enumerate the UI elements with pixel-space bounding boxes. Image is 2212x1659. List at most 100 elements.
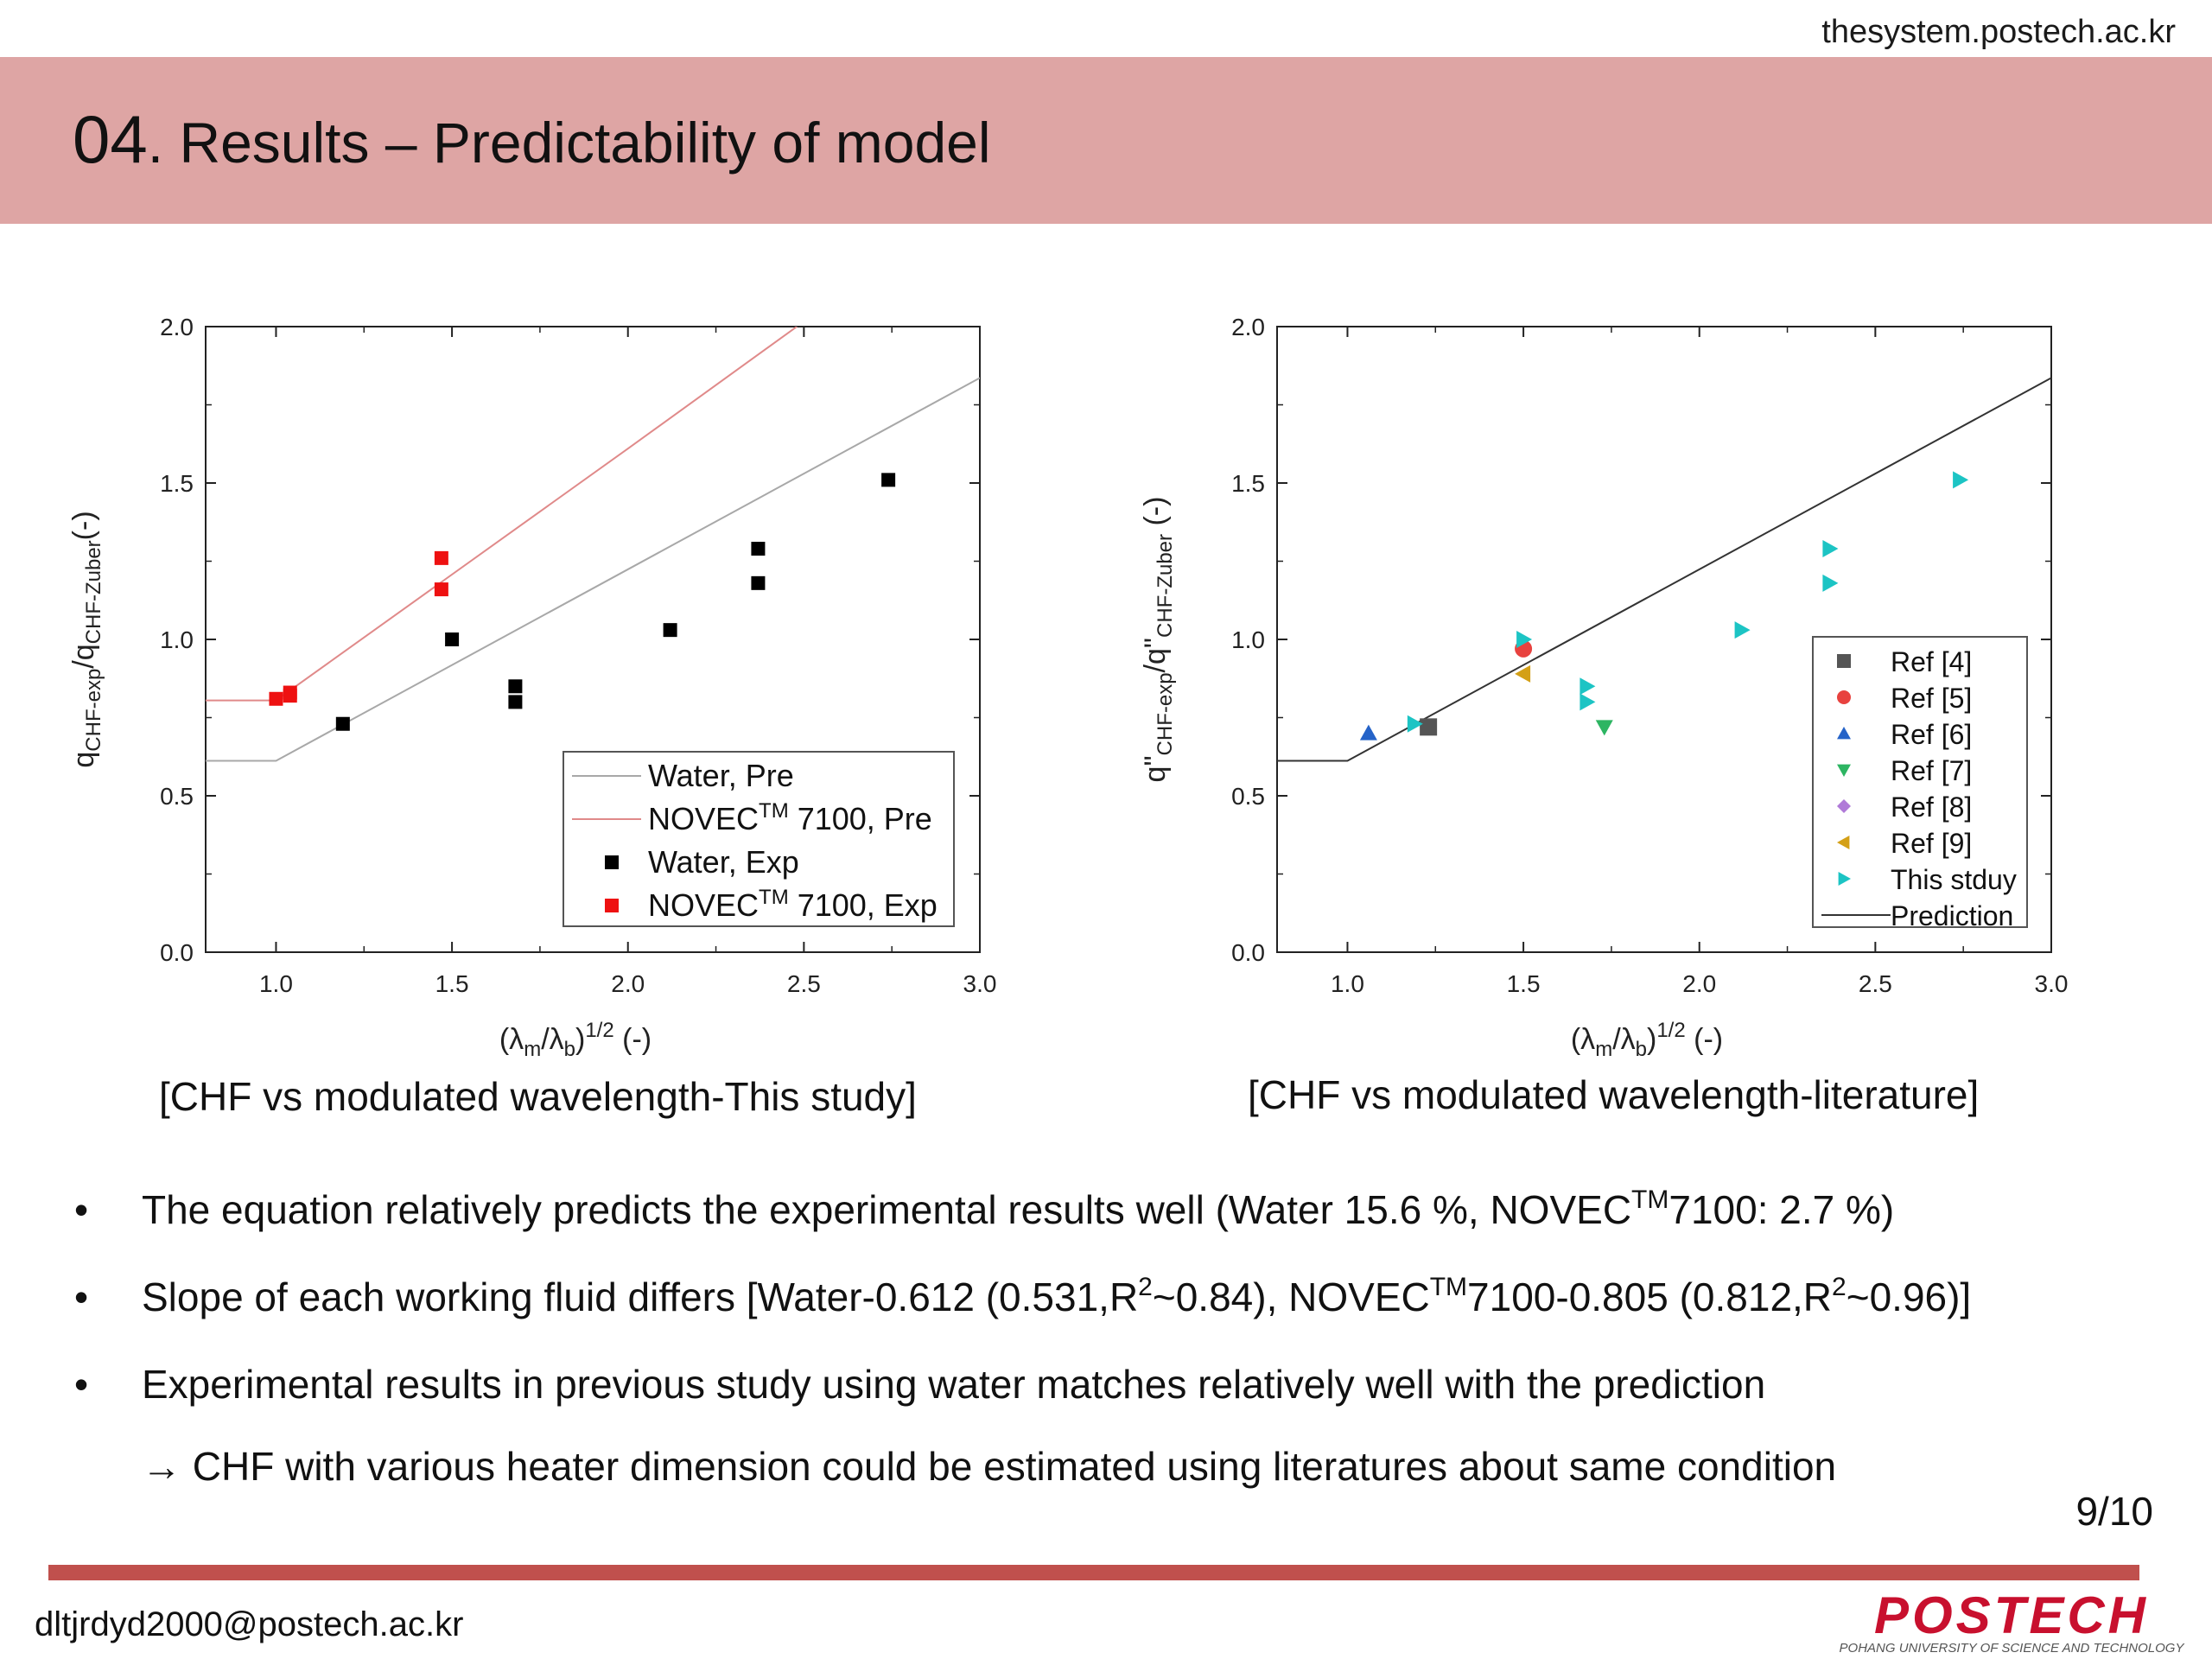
data-point <box>283 689 297 703</box>
x-axis-label-part: b <box>1636 1038 1647 1061</box>
y-axis-label-part: CHF-exp <box>82 669 105 752</box>
prediction-line <box>206 377 980 762</box>
x-axis-label: (λm/λb)1/2 (-) <box>499 1019 652 1061</box>
x-axis-label-part: (-) <box>614 1023 652 1056</box>
bullet-text: Slope of each working fluid differs [Wat… <box>142 1273 1972 1320</box>
logo-subtitle: POHANG UNIVERSITY OF SCIENCE AND TECHNOL… <box>1840 1641 2185 1655</box>
legend-marker-swatch <box>605 855 619 869</box>
y-axis-label-part: CHF-Zuber <box>82 540 105 644</box>
bullet-item-2: • Slope of each working fluid differs [W… <box>66 1273 2174 1360</box>
y-tick-label: 0.5 <box>160 783 194 810</box>
conclusion-line: → CHF with various heater dimension coul… <box>142 1443 1836 1490</box>
y-axis-label-part: q <box>67 752 100 768</box>
plot-area <box>1277 377 2051 762</box>
legend-label-part: 7100, Pre <box>789 801 932 836</box>
x-tick-label: 1.5 <box>1507 970 1541 997</box>
legend-marker-swatch <box>1838 872 1851 886</box>
data-point <box>881 473 896 487</box>
data-point <box>1580 693 1596 711</box>
title-banner <box>0 57 2212 224</box>
bullet-dot: • <box>74 1187 89 1232</box>
legend-label: Prediction <box>1891 900 2013 931</box>
data-point <box>269 691 283 706</box>
data-point <box>445 632 460 646</box>
x-tick-label: 3.0 <box>963 970 997 997</box>
legend: Ref [4] Ref [5] Ref [6] Ref [7] Ref [8] Ref [… <box>1812 636 2028 931</box>
y-axis-label-part: q" <box>1139 755 1172 782</box>
x-axis-label-part: ) <box>1647 1023 1656 1056</box>
y-axis-label-part: /q" <box>1139 638 1172 672</box>
x-tick-label: 3.0 <box>2035 970 2069 997</box>
data-point <box>1515 664 1531 683</box>
x-axis-label-part: /λ <box>541 1023 563 1056</box>
y-tick-label: 1.5 <box>1231 470 1265 497</box>
chart-literature: 1.0 1.5 2.0 2.5 3.0 0.0 0.5 1.0 1.5 2.0 (λm/λb)1/2… <box>1139 314 2069 1061</box>
legend-label-part: TM <box>759 886 789 909</box>
y-tick-label: 0.0 <box>160 939 194 966</box>
data-point <box>1822 540 1839 558</box>
x-axis-label-part: /λ <box>1612 1023 1635 1056</box>
legend-marker-swatch <box>1837 690 1851 704</box>
data-point <box>335 716 350 731</box>
legend-marker-swatch <box>1837 764 1851 777</box>
x-axis-label-part: 1/2 <box>1656 1019 1685 1042</box>
x-tick-label: 2.0 <box>1682 970 1716 997</box>
y-axis-label: q"CHF-exp/q"CHF-Zuber (-) <box>1139 497 1177 783</box>
data-point <box>1822 574 1839 592</box>
bullet-text: The equation relatively predicts the exp… <box>142 1185 1895 1233</box>
y-axis-label-part: (-) <box>1139 497 1172 534</box>
bullet-item-3: • Experimental results in previous study… <box>66 1360 2174 1447</box>
data-point <box>508 679 523 694</box>
legend-label: Water, Exp <box>648 844 799 880</box>
legend-label: This stduy <box>1891 864 2017 895</box>
data-point <box>434 582 448 597</box>
legend-label: Ref [4] <box>1891 646 1972 677</box>
legend-label-part: 7100, Exp <box>789 887 938 923</box>
legend-label: Ref [8] <box>1891 791 1972 823</box>
legend-label: Water, Pre <box>648 758 794 793</box>
x-axis-label-part: (λ <box>1571 1023 1595 1056</box>
caption-this-study: [CHF vs modulated wavelength-This study] <box>159 1074 917 1119</box>
x-axis-label-part: b <box>564 1038 575 1061</box>
y-tick-label: 1.0 <box>1231 626 1265 653</box>
caption-literature: [CHF vs modulated wavelength-literature] <box>1248 1072 1980 1117</box>
data-point <box>434 550 448 565</box>
data-point <box>1580 677 1596 696</box>
x-tick-label: 1.0 <box>1331 970 1364 997</box>
legend-label: Ref [7] <box>1891 755 1972 786</box>
section-title: . Results – Predictability of model <box>147 111 991 175</box>
legend-label-part: TM <box>759 799 789 823</box>
legend-label-part: NOVEC <box>648 887 759 923</box>
prediction-line <box>206 327 798 702</box>
site-url: thesystem.postech.ac.kr <box>1821 14 2176 50</box>
page-number: 9/10 <box>2075 1489 2153 1534</box>
x-tick-label: 1.5 <box>435 970 469 997</box>
bullet-list: • The equation relatively predicts the e… <box>66 1185 2174 1447</box>
bullet-dot: • <box>74 1362 89 1407</box>
legend-box <box>563 751 955 927</box>
y-tick-label: 2.0 <box>160 314 194 340</box>
x-axis-label: (λm/λb)1/2 (-) <box>1571 1019 1723 1061</box>
legend-label: Ref [5] <box>1891 683 1972 714</box>
y-axis-label-part: CHF-Zuber <box>1154 534 1177 638</box>
x-tick-label: 2.5 <box>787 970 821 997</box>
data-point <box>1734 621 1751 639</box>
data-point <box>1516 631 1533 648</box>
x-axis-label-part: (-) <box>1686 1023 1723 1056</box>
data-point <box>1953 471 1969 489</box>
x-axis-label-part: (λ <box>499 1023 524 1056</box>
legend-marker-swatch <box>605 899 619 912</box>
x-axis-label-part: 1/2 <box>585 1019 613 1042</box>
data-point <box>663 623 677 638</box>
logo-wordmark: POSTECH <box>1874 1590 2149 1644</box>
x-tick-label: 1.0 <box>259 970 293 997</box>
data-point <box>1407 715 1423 733</box>
data-point <box>1595 720 1613 736</box>
legend-marker-swatch <box>1837 836 1850 849</box>
x-tick-label: 2.5 <box>1859 970 1892 997</box>
plot-area <box>206 327 980 762</box>
data-point <box>751 575 766 590</box>
x-axis-label-part: m <box>524 1038 541 1061</box>
y-axis-label-part: (-) <box>67 511 100 540</box>
